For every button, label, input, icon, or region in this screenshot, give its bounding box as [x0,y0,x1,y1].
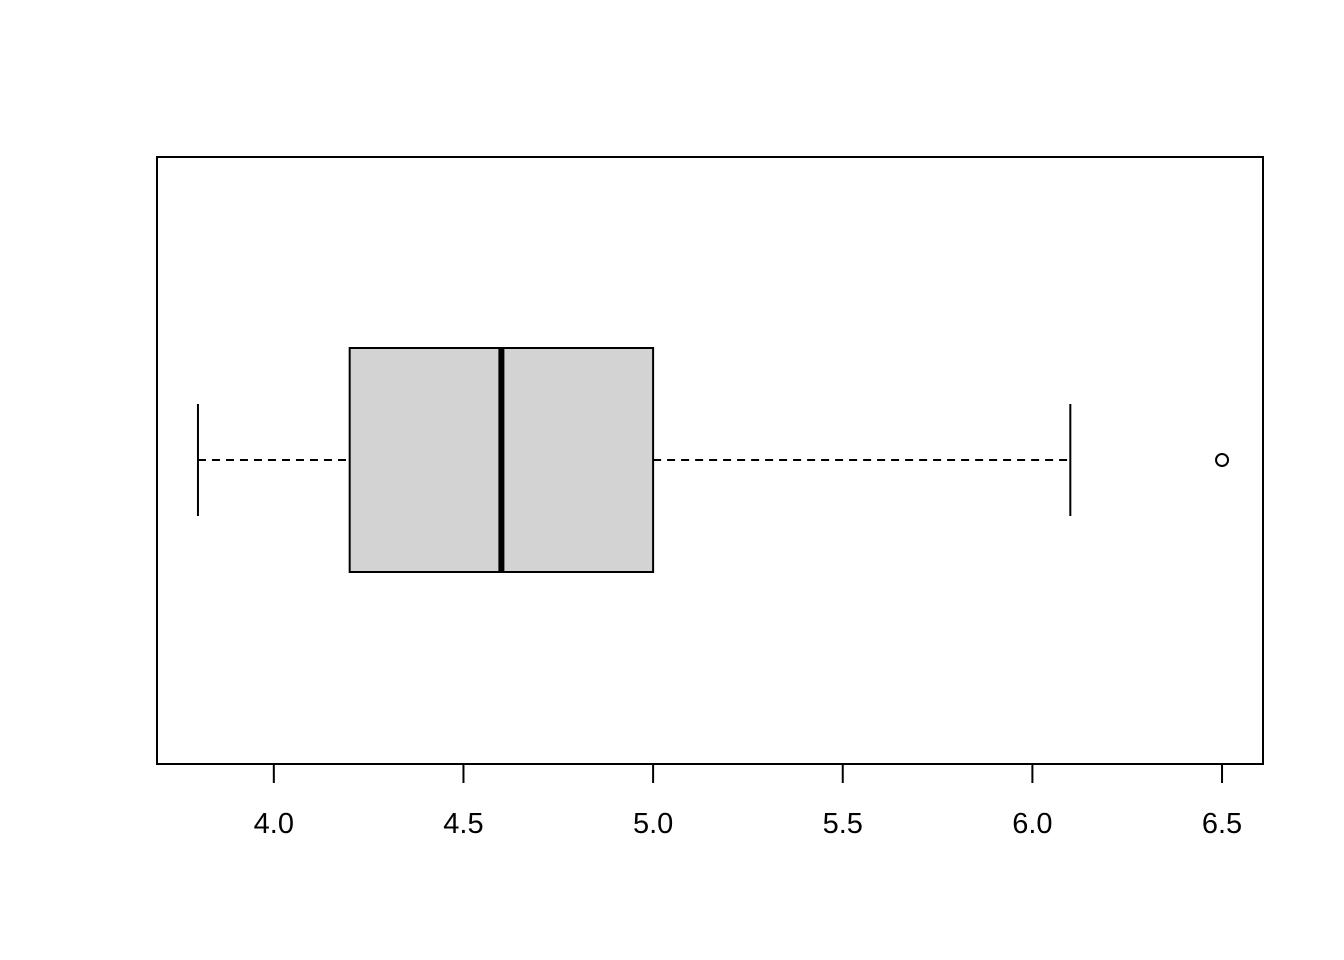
x-tick-label: 6.0 [1012,808,1052,840]
boxes [196,347,1230,573]
x-tick-label: 4.0 [254,808,294,840]
x-tick-label: 4.5 [443,808,483,840]
x-tick-label: 5.5 [823,808,863,840]
x-tick-label: 6.5 [1202,808,1242,840]
x-tick-label: 5.0 [633,808,673,840]
x-axis: 4.0 4.5 5.0 5.5 6.0 6.5 [254,763,1242,840]
outlier-point [1215,453,1230,467]
